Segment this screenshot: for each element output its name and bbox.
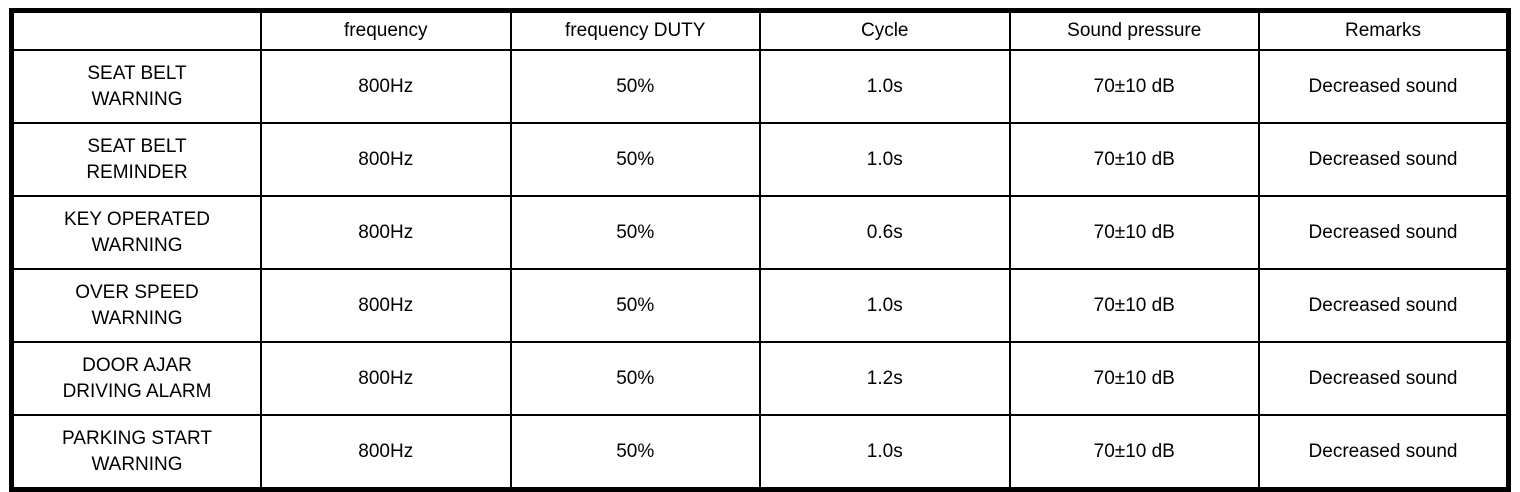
table-row-seat-belt-reminder: SEAT BELT REMINDER 800Hz 50% 1.0s 70±10 … bbox=[10, 122, 1510, 197]
remarks-cell: Decreased sound bbox=[1258, 268, 1510, 343]
remarks-cell: Decreased sound bbox=[1258, 195, 1510, 270]
frequency-duty-cell: 50% bbox=[509, 195, 761, 270]
sound-pressure-cell: 70±10 dB bbox=[1008, 341, 1260, 416]
cycle-cell: 0.6s bbox=[759, 195, 1011, 270]
row-label-cell: SEAT BELT WARNING bbox=[10, 49, 262, 124]
remarks-cell: Decreased sound bbox=[1258, 341, 1510, 416]
remarks-cell: Decreased sound bbox=[1258, 414, 1510, 491]
row-label-cell: OVER SPEED WARNING bbox=[10, 268, 262, 343]
frequency-duty-cell: 50% bbox=[509, 122, 761, 197]
cycle-cell: 1.0s bbox=[759, 268, 1011, 343]
frequency-cell: 800Hz bbox=[260, 195, 512, 270]
cycle-cell: 1.0s bbox=[759, 414, 1011, 491]
row-label-cell: PARKING START WARNING bbox=[10, 414, 262, 491]
table-row-parking-start-warning: PARKING START WARNING 800Hz 50% 1.0s 70±… bbox=[10, 414, 1510, 491]
sound-pressure-cell: 70±10 dB bbox=[1008, 122, 1260, 197]
table-row-over-speed-warning: OVER SPEED WARNING 800Hz 50% 1.0s 70±10 … bbox=[10, 268, 1510, 343]
header-blank bbox=[10, 9, 262, 51]
frequency-cell: 800Hz bbox=[260, 341, 512, 416]
row-label-cell: SEAT BELT REMINDER bbox=[10, 122, 262, 197]
table-row-key-operated-warning: KEY OPERATED WARNING 800Hz 50% 0.6s 70±1… bbox=[10, 195, 1510, 270]
header-remarks: Remarks bbox=[1258, 9, 1510, 51]
sound-pressure-cell: 70±10 dB bbox=[1008, 268, 1260, 343]
cycle-cell: 1.0s bbox=[759, 122, 1011, 197]
frequency-cell: 800Hz bbox=[260, 414, 512, 491]
remarks-cell: Decreased sound bbox=[1258, 49, 1510, 124]
table-header-row: frequency frequency DUTY Cycle Sound pre… bbox=[10, 9, 1510, 51]
frequency-duty-cell: 50% bbox=[509, 268, 761, 343]
frequency-cell: 800Hz bbox=[260, 49, 512, 124]
sound-pressure-cell: 70±10 dB bbox=[1008, 49, 1260, 124]
row-label-cell: DOOR AJAR DRIVING ALARM bbox=[10, 341, 262, 416]
frequency-cell: 800Hz bbox=[260, 122, 512, 197]
sound-pressure-cell: 70±10 dB bbox=[1008, 414, 1260, 491]
header-frequency-duty: frequency DUTY bbox=[509, 9, 761, 51]
frequency-duty-cell: 50% bbox=[509, 49, 761, 124]
cycle-cell: 1.0s bbox=[759, 49, 1011, 124]
table-row-door-ajar-driving-alarm: DOOR AJAR DRIVING ALARM 800Hz 50% 1.2s 7… bbox=[10, 341, 1510, 416]
remarks-cell: Decreased sound bbox=[1258, 122, 1510, 197]
table-body: SEAT BELT WARNING 800Hz 50% 1.0s 70±10 d… bbox=[10, 49, 1510, 491]
frequency-duty-cell: 50% bbox=[509, 414, 761, 491]
frequency-cell: 800Hz bbox=[260, 268, 512, 343]
warning-buzzer-spec-table: frequency frequency DUTY Cycle Sound pre… bbox=[9, 8, 1511, 492]
cycle-cell: 1.2s bbox=[759, 341, 1011, 416]
table-row-seat-belt-warning: SEAT BELT WARNING 800Hz 50% 1.0s 70±10 d… bbox=[10, 49, 1510, 124]
row-label-cell: KEY OPERATED WARNING bbox=[10, 195, 262, 270]
header-sound-pressure: Sound pressure bbox=[1008, 9, 1260, 51]
sound-pressure-cell: 70±10 dB bbox=[1008, 195, 1260, 270]
frequency-duty-cell: 50% bbox=[509, 341, 761, 416]
header-frequency: frequency bbox=[260, 9, 512, 51]
header-cycle: Cycle bbox=[759, 9, 1011, 51]
